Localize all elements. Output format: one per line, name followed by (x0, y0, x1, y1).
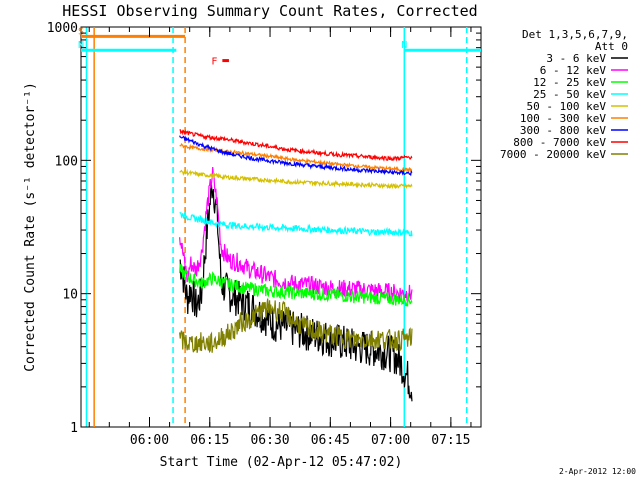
state-flags: SN NF (78, 26, 481, 68)
chart-title: HESSI Observing Summary Count Rates, Cor… (62, 2, 477, 20)
series-line (179, 167, 413, 303)
legend-item-label: 7000 - 20000 keV (500, 148, 606, 161)
x-tick-label: 06:15 (190, 433, 229, 448)
flag-label: F (211, 57, 217, 68)
flag-label: S (78, 26, 84, 37)
x-tick-label: 06:45 (311, 433, 350, 448)
x-tick-label: 07:15 (431, 433, 470, 448)
footer-date: 2-Apr-2012 12:00 (559, 467, 636, 476)
y-tick-label: 1 (70, 421, 78, 436)
x-axis-label: Start Time (02-Apr-12 05:47:02) (160, 455, 403, 470)
series-line (179, 211, 413, 237)
series-line (179, 263, 413, 307)
y-axis: 1 10 100 1000 (47, 21, 481, 436)
y-tick-label: 100 (55, 154, 78, 169)
legend-title-line-2: Att 0 (595, 40, 628, 53)
x-tick-label: 06:30 (250, 433, 289, 448)
series-lines (179, 129, 413, 402)
plot-frame (80, 26, 482, 428)
legend-item-label: 800 - 7000 keV (513, 136, 606, 149)
legend-item-label: 12 - 25 keV (533, 76, 606, 89)
series-line (179, 168, 413, 190)
legend-item-label: 3 - 6 keV (546, 52, 606, 65)
series-line (179, 135, 413, 177)
flag-label: N (78, 40, 84, 51)
legend-item-label: 25 - 50 keV (533, 88, 606, 101)
legend-item-label: 100 - 300 keV (520, 112, 606, 125)
legend-item-label: 50 - 100 keV (527, 100, 607, 113)
series-line (179, 129, 413, 162)
y-tick-label: 10 (62, 288, 78, 303)
y-axis-label: Corrected Count Rate (s⁻¹ detector⁻¹) (23, 82, 38, 372)
legend-item-label: 6 - 12 keV (540, 64, 607, 77)
y-tick-label: 1000 (47, 21, 78, 36)
x-axis: 06:00 06:15 06:30 06:45 07:00 07:15 (88, 27, 472, 448)
series-line (179, 298, 413, 354)
x-tick-label: 07:00 (371, 433, 410, 448)
legend-item-label: 300 - 800 keV (520, 124, 606, 137)
x-tick-label: 06:00 (130, 433, 169, 448)
state-boundary-lines (85, 27, 468, 427)
flag-label: N (401, 40, 407, 51)
legend-title-line-1: Det 1,3,5,6,7,9, (522, 28, 628, 41)
